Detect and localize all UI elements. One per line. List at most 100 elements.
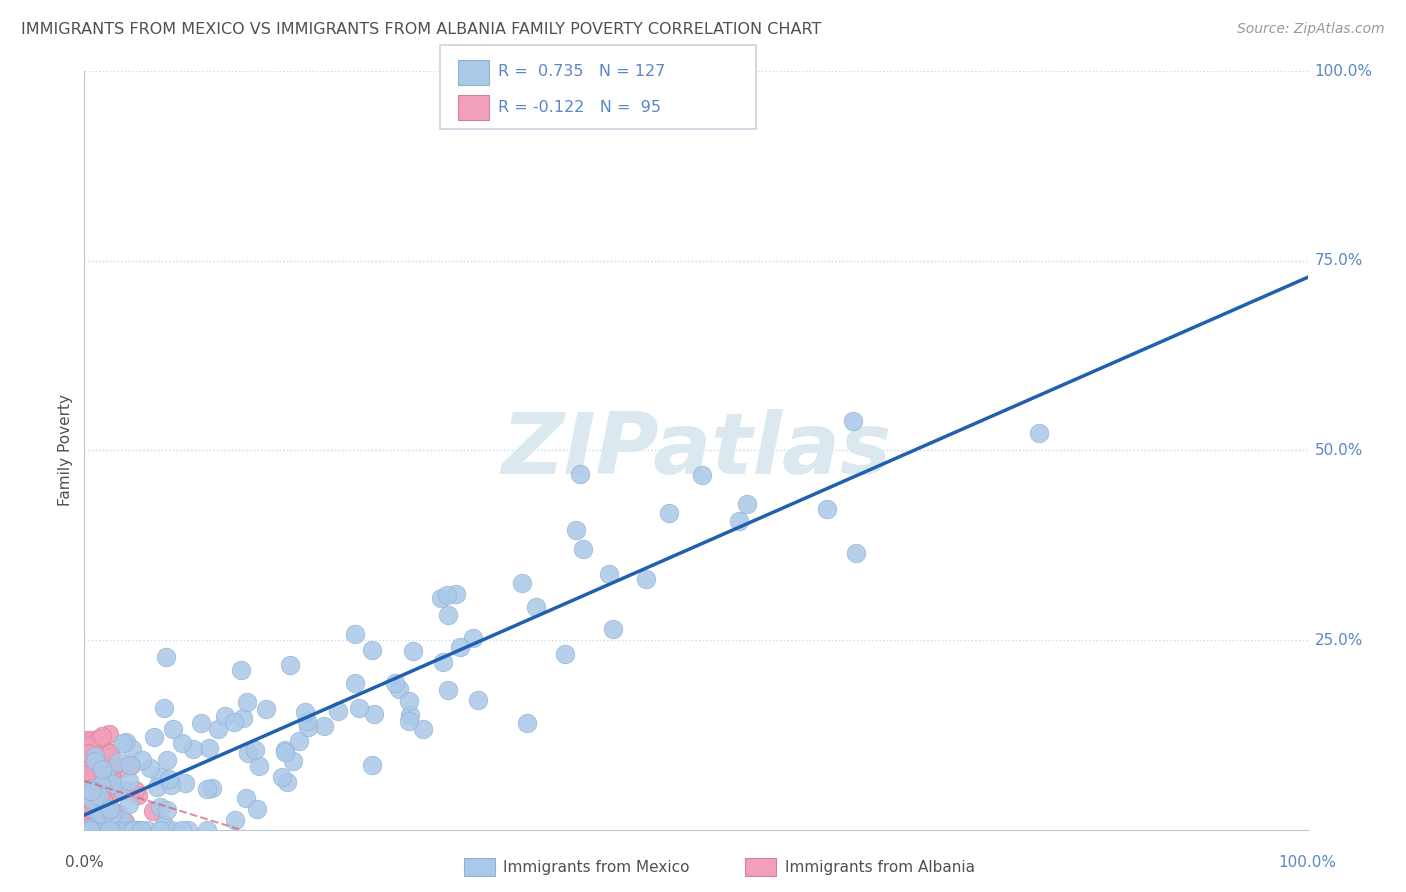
Point: [100, 782, 122, 797]
Point: [75, 763, 97, 777]
Point: [101, 784, 124, 798]
Point: [634, 572, 657, 586]
Point: [564, 524, 586, 538]
Point: [162, 722, 184, 736]
Point: [79, 772, 101, 787]
Point: [87, 756, 110, 770]
Point: [214, 709, 236, 723]
Text: 100.0%: 100.0%: [1315, 64, 1372, 78]
Point: [363, 707, 385, 722]
Text: 0.0%: 0.0%: [65, 855, 104, 870]
Point: [75, 768, 97, 782]
Point: [77, 789, 100, 804]
Point: [77, 801, 100, 815]
Point: [160, 822, 183, 837]
Point: [98, 727, 121, 741]
Point: [98, 822, 121, 836]
Point: [110, 822, 132, 837]
Point: [112, 782, 135, 797]
Point: [344, 627, 367, 641]
Point: [83, 754, 105, 768]
Point: [449, 640, 471, 654]
Point: [124, 783, 146, 797]
Point: [91, 793, 114, 807]
Point: [96, 769, 118, 783]
Point: [271, 770, 294, 784]
Point: [149, 771, 172, 785]
Y-axis label: Family Poverty: Family Poverty: [58, 394, 73, 507]
Point: [93, 816, 115, 830]
Point: [84, 796, 107, 810]
Point: [75, 738, 97, 752]
Point: [79, 782, 101, 797]
Point: [153, 701, 176, 715]
Point: [845, 546, 868, 560]
Point: [149, 800, 172, 814]
Text: Source: ZipAtlas.com: Source: ZipAtlas.com: [1237, 22, 1385, 37]
Point: [76, 732, 98, 747]
Point: [118, 822, 141, 837]
Point: [278, 657, 301, 672]
Point: [83, 736, 105, 750]
Point: [176, 822, 198, 837]
Point: [398, 714, 420, 729]
Point: [349, 701, 371, 715]
Point: [83, 822, 105, 837]
Point: [436, 588, 458, 602]
Point: [80, 799, 103, 814]
Point: [131, 753, 153, 767]
Point: [98, 802, 121, 816]
Point: [79, 789, 101, 803]
Point: [91, 822, 114, 836]
Point: [76, 822, 98, 837]
Point: [235, 791, 257, 805]
Point: [127, 789, 149, 803]
Text: Immigrants from Albania: Immigrants from Albania: [785, 860, 974, 874]
Point: [100, 765, 122, 780]
Point: [82, 780, 104, 794]
Point: [153, 818, 176, 832]
Point: [467, 692, 489, 706]
Point: [128, 822, 150, 837]
Point: [80, 739, 103, 754]
Point: [437, 683, 460, 698]
Point: [288, 734, 311, 748]
Point: [76, 816, 98, 830]
Point: [82, 756, 104, 771]
Point: [131, 822, 153, 837]
Point: [142, 804, 165, 818]
Point: [76, 777, 98, 791]
Point: [79, 821, 101, 835]
Point: [572, 542, 595, 557]
Point: [90, 775, 112, 789]
Point: [437, 607, 460, 622]
Point: [510, 575, 533, 590]
Point: [122, 822, 145, 837]
Text: 25.0%: 25.0%: [1315, 632, 1362, 648]
Point: [295, 714, 318, 729]
Point: [90, 773, 112, 788]
Point: [77, 759, 100, 773]
Point: [149, 822, 172, 837]
Point: [114, 815, 136, 830]
Point: [83, 746, 105, 760]
Point: [118, 774, 141, 789]
Point: [155, 649, 177, 664]
Point: [172, 822, 194, 837]
Point: [101, 807, 124, 822]
Point: [343, 676, 366, 690]
Point: [84, 822, 107, 837]
Point: [75, 737, 97, 751]
Point: [157, 772, 180, 786]
Point: [602, 622, 624, 636]
Point: [89, 794, 111, 808]
Point: [89, 822, 111, 837]
Point: [83, 822, 105, 837]
Point: [1028, 425, 1050, 440]
Point: [84, 791, 107, 805]
Point: [80, 782, 103, 797]
Point: [181, 741, 204, 756]
Point: [276, 775, 298, 789]
Point: [143, 730, 166, 744]
Text: ZIPatlas: ZIPatlas: [501, 409, 891, 492]
